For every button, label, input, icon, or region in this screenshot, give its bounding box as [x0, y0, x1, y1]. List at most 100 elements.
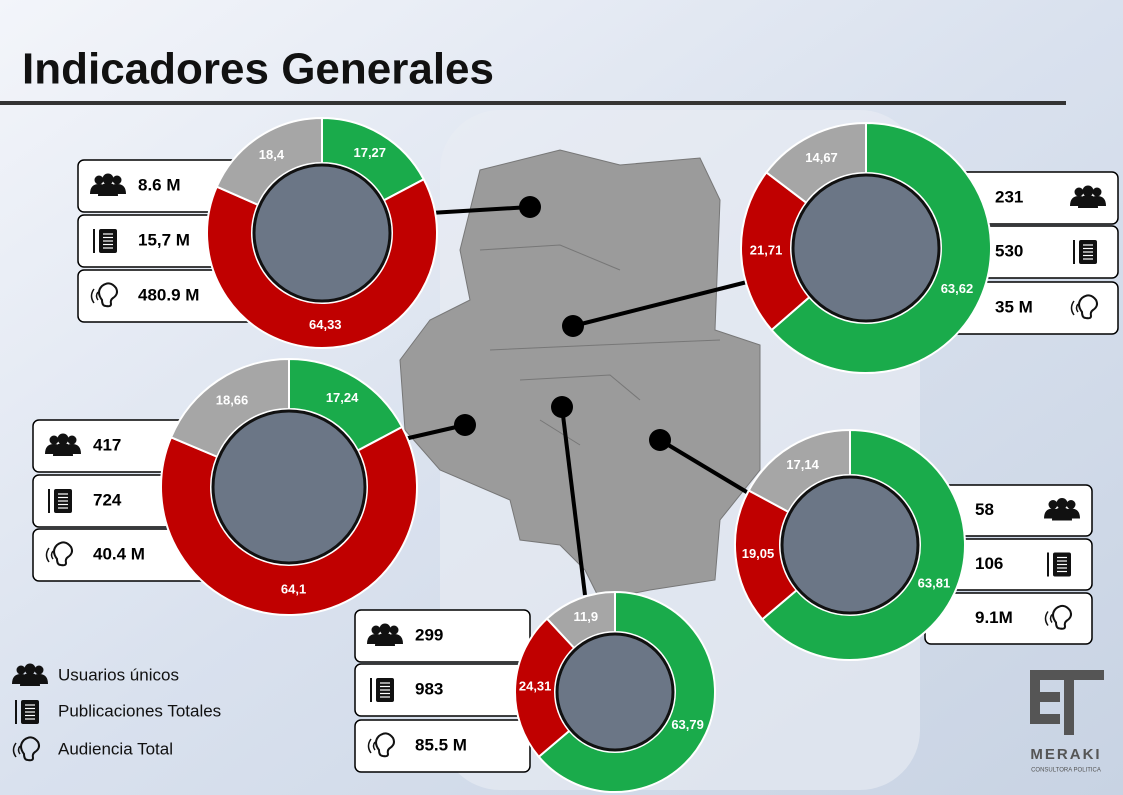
users-icon — [367, 623, 403, 646]
map-borders — [479, 244, 721, 446]
value-label: 63,79 — [671, 717, 704, 732]
bodies — [1070, 195, 1106, 208]
donut-segment — [765, 121, 867, 205]
value-label: 64,1 — [281, 581, 306, 596]
location-dot — [551, 396, 573, 418]
stat-value: 417 — [93, 435, 121, 454]
waves — [1044, 611, 1053, 626]
value-label: 18,66 — [216, 393, 249, 408]
bodies — [367, 633, 403, 646]
donut-segment — [160, 425, 418, 616]
value-label: 17,27 — [353, 145, 386, 160]
ear-icon — [12, 736, 40, 762]
head — [379, 623, 391, 635]
ear — [375, 732, 395, 758]
value-label: 63,81 — [918, 575, 951, 590]
value-label: 21,71 — [750, 243, 783, 258]
donut-segment — [770, 121, 992, 374]
photo — [791, 173, 941, 323]
ear — [20, 736, 40, 762]
ear-icon — [45, 541, 73, 567]
connector — [399, 423, 466, 442]
waves — [12, 742, 21, 758]
waves — [45, 547, 54, 563]
bodies — [1044, 507, 1080, 521]
ear — [53, 541, 73, 567]
stat-value: 85.5 M — [415, 735, 467, 754]
donut-segment — [747, 428, 851, 514]
head — [1092, 187, 1102, 197]
stat-value: 9.1M — [975, 608, 1013, 627]
logo: MERAKI CONSULTORA POLITICA — [1030, 670, 1104, 774]
head — [94, 175, 104, 185]
location-dot — [519, 196, 541, 218]
head — [16, 665, 26, 675]
head — [1048, 500, 1058, 509]
bodies — [12, 673, 48, 686]
donut-segment — [169, 357, 290, 459]
users-icon — [90, 173, 126, 196]
ear — [1052, 604, 1072, 630]
connector — [429, 205, 531, 215]
doc-icon — [93, 229, 117, 253]
users-icon — [1044, 498, 1080, 521]
stat-value: 983 — [415, 679, 443, 698]
donut-segment — [545, 590, 616, 650]
doc-icon — [48, 489, 72, 513]
location-dot — [562, 315, 584, 337]
stat-value: 480.9 M — [138, 285, 199, 304]
head — [1056, 498, 1068, 509]
ear-icon — [1044, 604, 1072, 630]
stat-value: 724 — [93, 490, 122, 509]
ear-icon — [367, 732, 395, 758]
brand: MERAKI — [1030, 746, 1101, 763]
stat-value: 530 — [995, 241, 1023, 260]
connector — [572, 278, 756, 328]
head — [34, 665, 44, 675]
photo — [211, 409, 367, 565]
title: Indicadores Generales — [22, 45, 494, 94]
stat-value: 106 — [975, 554, 1003, 573]
stat-value: 35 M — [995, 297, 1033, 316]
doc-icon — [1047, 552, 1071, 577]
users-icon — [12, 663, 48, 686]
users-icon — [45, 433, 81, 456]
brand-sub: CONSULTORA POLITICA — [1031, 768, 1101, 774]
ear — [98, 282, 118, 308]
value-label: 11,9 — [573, 609, 598, 624]
stat-value: 40.4 M — [93, 544, 145, 563]
legend-label: Usuarios únicos — [58, 665, 179, 684]
head — [1074, 187, 1084, 197]
head — [371, 625, 381, 635]
waves — [90, 288, 99, 304]
donut-segment — [760, 428, 966, 661]
head — [57, 433, 69, 445]
connector — [560, 406, 587, 596]
head — [49, 435, 59, 445]
bodies — [45, 443, 81, 456]
head — [1066, 500, 1076, 509]
value-label: 17,24 — [326, 390, 359, 405]
value-label: 14,67 — [805, 150, 838, 165]
stat-value: 15,7 M — [138, 230, 190, 249]
donut-segment — [215, 116, 323, 207]
bodies — [90, 183, 126, 196]
head — [1082, 185, 1094, 197]
value-label: 24,31 — [519, 679, 552, 694]
donut-segment — [206, 177, 438, 349]
location-dot — [649, 429, 671, 451]
stat-box — [354, 609, 531, 663]
doc-icon — [1073, 240, 1097, 264]
photo — [555, 632, 675, 752]
connector — [658, 438, 762, 502]
ear-icon — [1070, 294, 1098, 320]
legend-label: Publicaciones Totales — [58, 701, 221, 720]
donut-segment — [537, 590, 716, 793]
legend-label: Audiencia Total — [58, 739, 173, 758]
head — [67, 435, 77, 445]
ear-icon — [90, 282, 118, 308]
users-icon — [1070, 185, 1106, 208]
stat-value: 299 — [415, 625, 443, 644]
photo — [252, 163, 392, 303]
